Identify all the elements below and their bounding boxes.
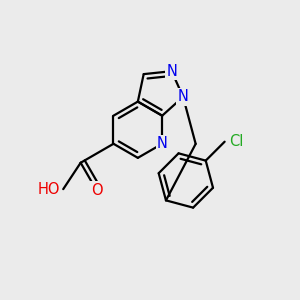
Text: N: N [157, 136, 168, 151]
Text: N: N [166, 64, 177, 79]
Text: N: N [178, 89, 188, 104]
Text: Cl: Cl [230, 134, 244, 149]
Text: O: O [91, 183, 102, 198]
Text: HO: HO [38, 182, 61, 196]
